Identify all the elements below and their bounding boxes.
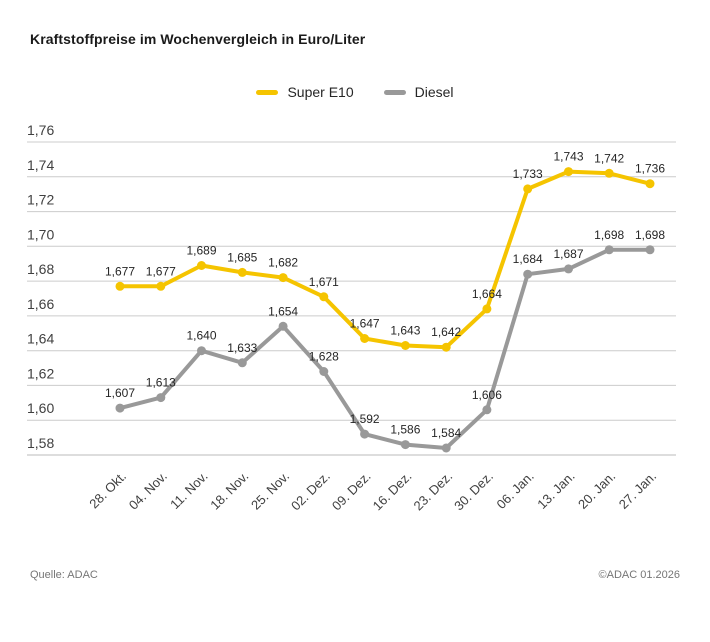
data-point-super-e10 (156, 281, 166, 291)
series-line-diesel (118, 247, 652, 450)
data-point-super-e10 (237, 267, 247, 277)
data-point-label-diesel: 1,592 (350, 412, 380, 426)
data-point-label-super-e10: 1,647 (350, 317, 380, 331)
data-point-diesel (523, 269, 533, 279)
y-tick-label: 1,58 (27, 435, 54, 451)
data-point-label-super-e10: 1,671 (309, 275, 339, 289)
data-point-label-diesel: 1,628 (309, 350, 339, 364)
legend-item-diesel: Diesel (383, 84, 454, 100)
data-point-label-super-e10: 1,643 (390, 324, 420, 338)
data-point-diesel (482, 405, 492, 415)
x-tick-label: 04. Nov. (126, 469, 170, 513)
data-point-label-super-e10: 1,743 (553, 150, 583, 164)
data-point-diesel (360, 429, 370, 439)
data-point-label-diesel: 1,633 (227, 341, 257, 355)
x-tick-label: 11. Nov. (167, 469, 210, 512)
legend-item-super-e10: Super E10 (256, 84, 354, 100)
data-point-label-super-e10: 1,664 (472, 287, 502, 301)
data-point-diesel (115, 403, 125, 413)
x-tick-label: 25. Nov. (248, 469, 292, 513)
data-point-label-diesel: 1,606 (472, 388, 502, 402)
data-point-diesel (441, 443, 451, 453)
data-point-label-diesel: 1,640 (186, 329, 216, 343)
x-tick-label: 09. Dez. (329, 469, 374, 514)
y-tick-label: 1,68 (27, 261, 54, 277)
y-tick-label: 1,74 (27, 157, 54, 173)
data-point-label-super-e10: 1,742 (594, 151, 624, 165)
x-tick-label: 28. Okt. (86, 469, 129, 512)
data-point-label-diesel: 1,607 (105, 386, 135, 400)
data-point-super-e10 (482, 304, 492, 314)
data-point-label-super-e10: 1,677 (146, 264, 176, 278)
data-point-label-diesel: 1,654 (268, 304, 298, 318)
data-point-diesel (319, 367, 329, 376)
data-point-label-super-e10: 1,733 (513, 167, 543, 181)
y-tick-label: 1,60 (27, 400, 54, 416)
x-tick-label: 16. Dez. (370, 469, 415, 514)
legend-swatch-diesel (383, 89, 406, 95)
data-point-label-diesel: 1,698 (635, 228, 665, 242)
data-point-label-super-e10: 1,642 (431, 325, 461, 339)
data-point-diesel (604, 245, 614, 255)
data-point-label-super-e10: 1,736 (635, 162, 665, 176)
data-point-super-e10 (360, 334, 370, 343)
data-point-super-e10 (523, 184, 533, 194)
legend-label-super-e10: Super E10 (287, 84, 354, 100)
data-point-super-e10 (604, 168, 614, 178)
y-tick-label: 1,62 (27, 365, 54, 381)
x-tick-label: 13. Jan. (534, 469, 577, 512)
data-point-label-diesel: 1,684 (513, 252, 543, 266)
footer: Quelle: ADAC ©ADAC 01.2026 (30, 569, 680, 581)
copyright-label: ©ADAC 01.2026 (598, 569, 681, 581)
data-point-label-diesel: 1,698 (594, 228, 624, 242)
y-tick-label: 1,64 (27, 331, 54, 347)
data-point-diesel (197, 346, 206, 356)
y-tick-label: 1,70 (27, 226, 54, 242)
data-point-label-diesel: 1,687 (553, 247, 583, 261)
chart-legend: Super E10 Diesel (0, 84, 710, 100)
data-point-label-diesel: 1,586 (390, 423, 420, 437)
data-point-super-e10 (645, 179, 655, 189)
chart-title: Kraftstoffpreise im Wochenvergleich in E… (30, 31, 366, 47)
data-point-super-e10 (115, 281, 125, 291)
x-tick-label: 27. Jan. (616, 469, 659, 512)
series-line-super-e10 (118, 169, 652, 350)
y-tick-label: 1,72 (27, 192, 54, 208)
data-point-label-diesel: 1,584 (431, 426, 461, 440)
x-tick-label: 02. Dez. (288, 469, 333, 514)
data-point-label-super-e10: 1,677 (105, 264, 135, 278)
data-point-diesel (156, 393, 166, 403)
data-point-label-super-e10: 1,685 (227, 250, 257, 264)
data-point-diesel (400, 440, 410, 450)
data-point-diesel (645, 245, 655, 255)
data-point-super-e10 (197, 261, 206, 270)
data-point-super-e10 (400, 341, 410, 350)
data-point-super-e10 (278, 273, 288, 283)
y-tick-label: 1,66 (27, 296, 54, 312)
data-point-label-super-e10: 1,682 (268, 256, 298, 270)
x-tick-label: 06. Jan. (494, 469, 537, 512)
data-point-super-e10 (441, 342, 451, 352)
data-point-diesel (237, 358, 247, 368)
y-tick-label: 1,76 (27, 122, 54, 138)
legend-label-diesel: Diesel (414, 84, 454, 100)
x-tick-label: 18. Nov. (207, 469, 251, 513)
data-point-super-e10 (319, 292, 329, 302)
legend-swatch-super-e10 (256, 89, 279, 95)
data-point-diesel (278, 321, 288, 331)
data-point-label-super-e10: 1,689 (186, 244, 216, 258)
data-point-diesel (564, 264, 573, 274)
data-point-super-e10 (564, 167, 573, 177)
source-label: Quelle: ADAC (30, 569, 98, 581)
x-tick-label: 20. Jan. (575, 469, 618, 512)
data-point-label-diesel: 1,613 (146, 376, 176, 390)
x-tick-label: 23. Dez. (410, 469, 455, 514)
x-tick-label: 30. Dez. (451, 469, 496, 514)
